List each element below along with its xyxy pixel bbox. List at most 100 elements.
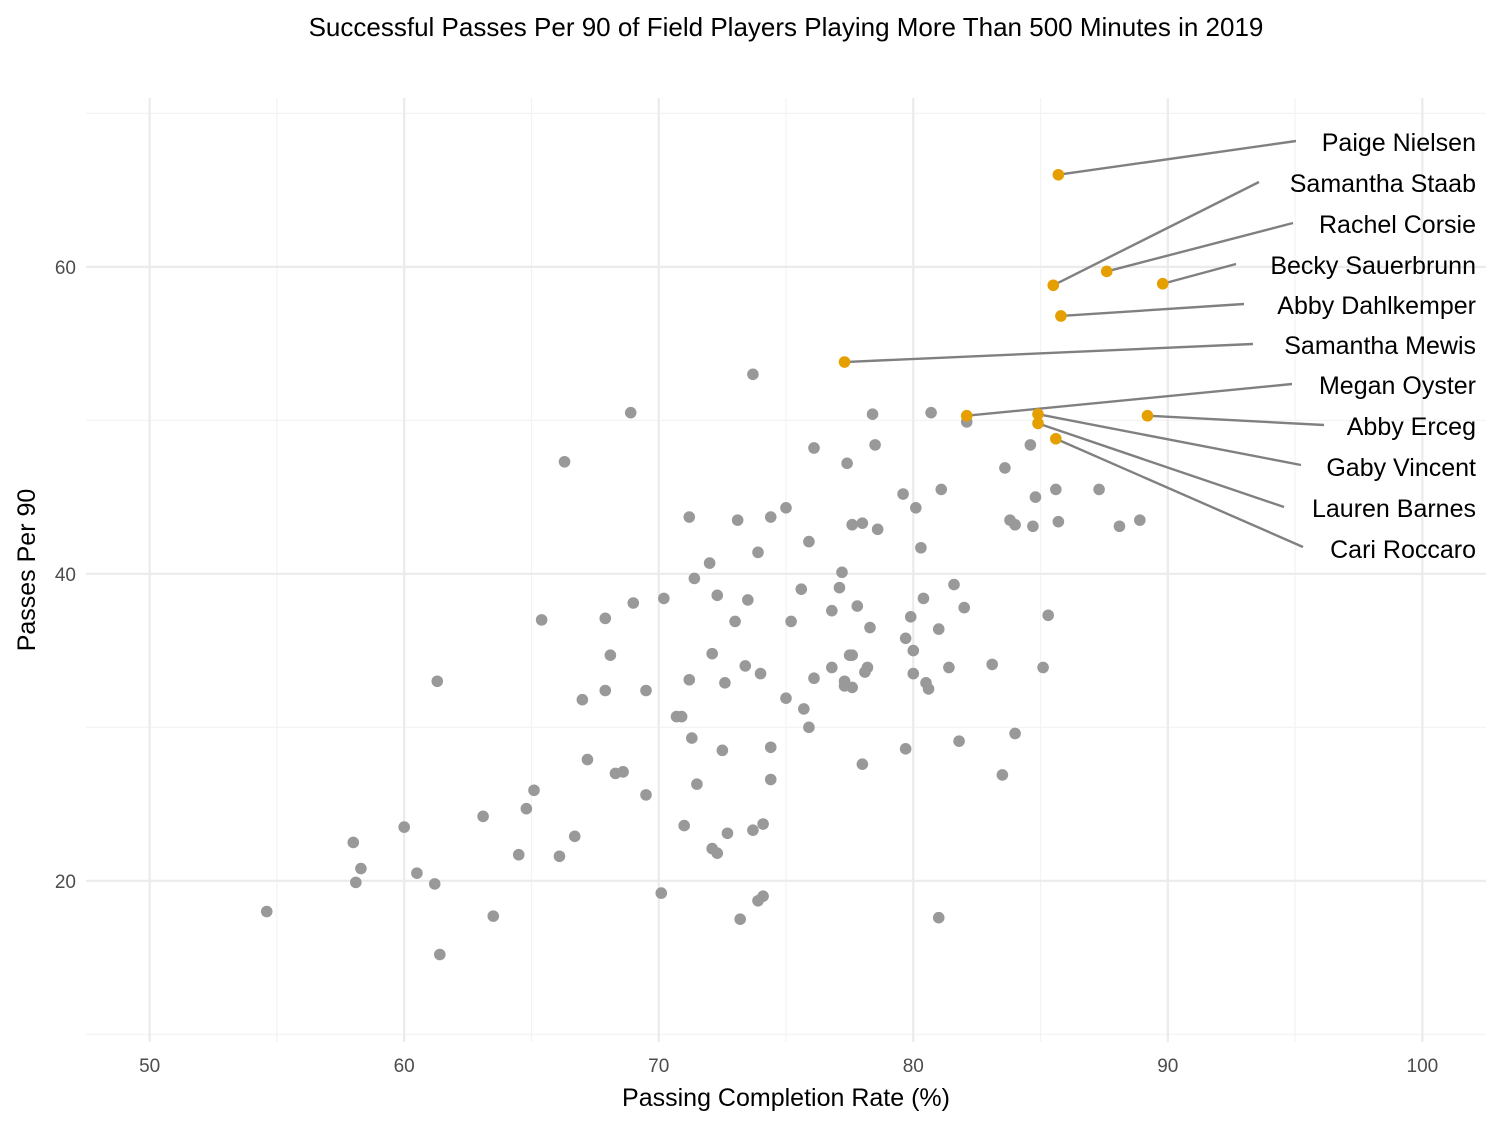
data-point xyxy=(915,541,927,554)
data-point xyxy=(729,615,741,628)
data-point xyxy=(899,743,912,755)
data-point xyxy=(871,523,884,536)
leader-line xyxy=(966,382,1293,417)
data-point xyxy=(780,502,792,514)
data-point xyxy=(477,810,489,823)
data-point xyxy=(910,502,922,514)
data-point xyxy=(764,511,777,523)
data-point xyxy=(398,821,410,833)
player-label: Gaby Vincent xyxy=(1326,454,1476,482)
data-point xyxy=(568,830,581,843)
data-point xyxy=(922,683,935,695)
data-point xyxy=(487,910,500,922)
data-point xyxy=(866,408,879,421)
data-point xyxy=(803,535,815,548)
data-point xyxy=(999,462,1011,474)
data-point xyxy=(347,836,360,849)
data-point xyxy=(581,753,594,766)
data-point xyxy=(1024,439,1037,451)
data-point xyxy=(719,677,731,689)
data-point xyxy=(917,592,930,605)
data-point xyxy=(861,661,874,674)
data-point xyxy=(803,721,815,734)
highlighted-point xyxy=(1156,277,1169,290)
highlighted-point xyxy=(960,409,973,422)
chart-title: Successful Passes Per 90 of Field Player… xyxy=(309,12,1264,42)
leader-line xyxy=(844,342,1254,364)
data-point xyxy=(764,741,777,754)
data-point xyxy=(1029,491,1042,503)
data-point xyxy=(996,769,1009,781)
data-point xyxy=(535,614,548,626)
player-label: Becky Sauerbrunn xyxy=(1270,252,1476,280)
data-point xyxy=(260,905,273,918)
data-point xyxy=(851,600,864,612)
data-point xyxy=(627,597,640,609)
highlighted-point xyxy=(1032,417,1044,430)
leader-line xyxy=(1060,302,1245,318)
x-tick-label: 70 xyxy=(648,1056,669,1077)
label-leader-lines xyxy=(844,139,1325,549)
y-tick-label: 40 xyxy=(55,565,76,586)
data-point xyxy=(1042,609,1054,622)
player-label: Samantha Mewis xyxy=(1284,332,1476,360)
data-point xyxy=(747,368,759,381)
data-point xyxy=(734,913,746,926)
data-point xyxy=(986,658,998,671)
data-point xyxy=(841,457,853,470)
data-point xyxy=(943,661,955,674)
data-point xyxy=(411,867,423,879)
data-point xyxy=(826,661,838,674)
data-point xyxy=(1027,520,1039,533)
data-point xyxy=(907,667,920,680)
data-point xyxy=(932,623,945,635)
data-point xyxy=(742,594,754,606)
data-point xyxy=(1113,520,1126,533)
data-point xyxy=(355,862,367,875)
data-point xyxy=(856,758,869,770)
leader-line xyxy=(1106,221,1294,273)
data-points xyxy=(260,168,1169,961)
y-axis-title: Passes Per 90 xyxy=(13,489,41,652)
data-point xyxy=(624,406,637,419)
point-labels: Paige Nielsen Samantha Staab Rachel Corsie… xyxy=(1270,129,1476,564)
data-point xyxy=(1052,515,1065,528)
player-label: Rachel Corsie xyxy=(1319,211,1476,239)
data-point xyxy=(856,517,869,529)
leader-line xyxy=(1162,262,1237,285)
data-point xyxy=(907,644,920,657)
data-point xyxy=(739,660,752,672)
leader-line xyxy=(1037,422,1285,509)
player-label: Lauren Barnes xyxy=(1312,495,1476,523)
data-point xyxy=(706,647,718,660)
x-tick-label: 80 xyxy=(903,1056,924,1077)
data-point xyxy=(658,592,670,605)
data-point xyxy=(711,847,724,859)
data-point xyxy=(757,890,769,902)
data-point xyxy=(958,601,970,614)
data-point xyxy=(846,649,858,661)
player-label: Paige Nielsen xyxy=(1322,129,1476,157)
data-point xyxy=(721,827,734,840)
data-point xyxy=(904,611,917,623)
data-point xyxy=(655,887,668,899)
highlighted-point xyxy=(838,356,851,368)
highlighted-point xyxy=(1141,409,1154,422)
data-point xyxy=(528,784,540,797)
leader-line xyxy=(1058,139,1297,176)
data-point xyxy=(675,710,688,723)
data-point xyxy=(683,511,696,523)
data-point xyxy=(350,876,362,889)
data-point xyxy=(617,766,629,778)
data-point xyxy=(826,604,838,617)
data-point xyxy=(434,948,446,961)
data-point xyxy=(764,773,777,786)
data-point xyxy=(754,667,767,680)
data-point xyxy=(678,819,690,832)
x-tick-label: 50 xyxy=(139,1056,160,1077)
data-point xyxy=(1093,483,1105,496)
data-point xyxy=(864,621,876,634)
data-point xyxy=(1134,514,1146,526)
data-point xyxy=(553,850,566,863)
